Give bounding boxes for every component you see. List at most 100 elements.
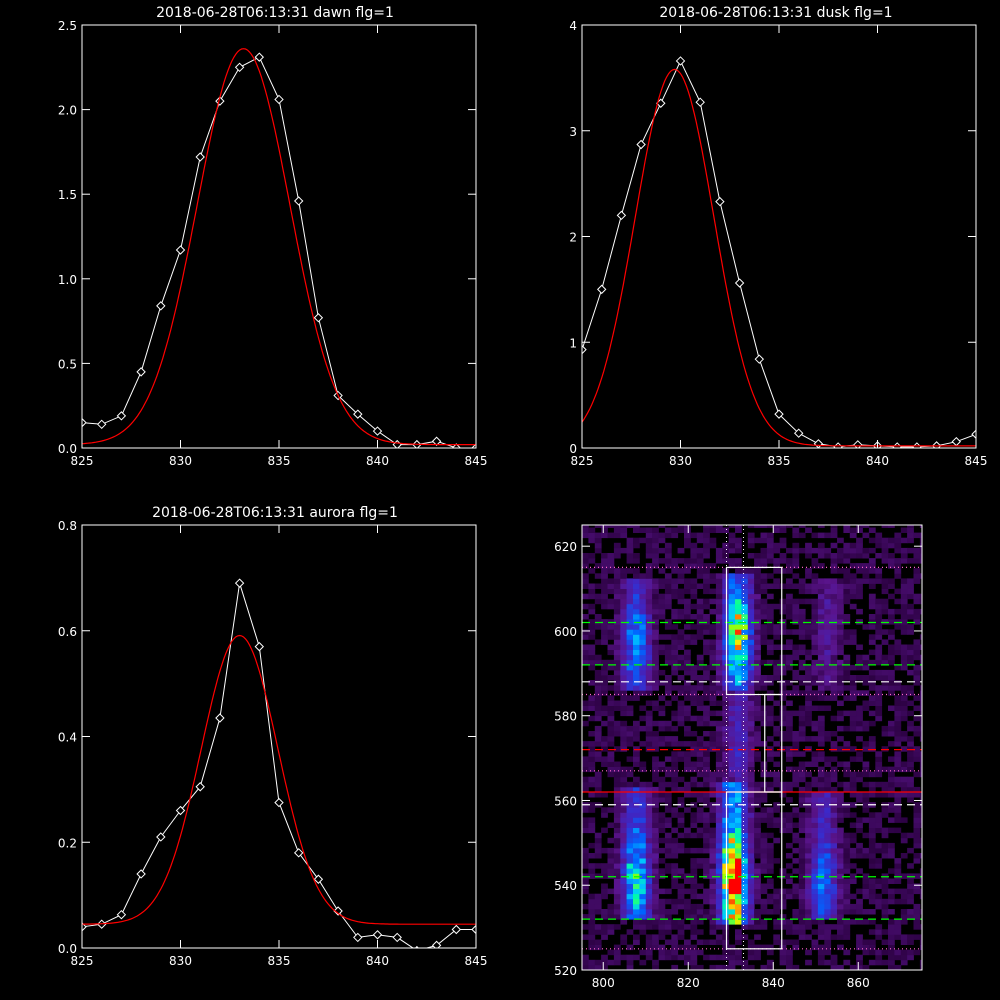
heatmap-cell [913, 664, 921, 671]
heatmap-cell [811, 547, 819, 554]
data-point [833, 442, 843, 448]
heatmap-cell [645, 797, 653, 803]
y-tick-label: 2.5 [58, 19, 77, 33]
heatmap-cell [811, 822, 819, 828]
heatmap-cell [875, 659, 883, 666]
heatmap-cell [613, 624, 621, 630]
heatmap-cell [779, 731, 787, 737]
heatmap-cell [639, 949, 647, 956]
heatmap-cell [613, 542, 621, 549]
heatmap-cell [588, 929, 596, 935]
heatmap-cell [620, 909, 628, 915]
heatmap-cell [843, 568, 851, 574]
heatmap-cell [594, 792, 602, 798]
heatmap-cell [805, 924, 812, 930]
heatmap-cell [817, 797, 825, 803]
heatmap-cell [824, 903, 832, 910]
heatmap-cell [626, 547, 634, 554]
heatmap-cell [862, 817, 870, 823]
heatmap-cell [760, 868, 768, 874]
heatmap-cell [805, 888, 812, 895]
heatmap-cell [907, 614, 914, 620]
heatmap-cell [862, 525, 870, 528]
heatmap-cell [830, 868, 838, 874]
heatmap-cell [894, 736, 902, 742]
heatmap-cell [824, 553, 832, 559]
heatmap-cell [747, 939, 755, 945]
heatmap-cell [684, 603, 691, 610]
heatmap-cell [837, 736, 844, 742]
heatmap-cell [868, 547, 876, 554]
heatmap-cell [888, 929, 895, 935]
heatmap-cell [792, 939, 800, 945]
heatmap-cell [837, 944, 844, 951]
x-tick-label: 840 [866, 454, 889, 468]
heatmap-cell [735, 939, 742, 945]
heatmap-cell [715, 725, 723, 732]
heatmap-cell [607, 705, 615, 711]
heatmap-cell [741, 705, 749, 711]
heatmap-cell [582, 583, 589, 589]
heatmap-cell [894, 924, 902, 930]
heatmap-cell [626, 675, 634, 681]
heatmap-cell [722, 832, 730, 839]
heatmap-cell [798, 525, 806, 528]
heatmap-cell [601, 883, 608, 889]
heatmap-cell [696, 603, 704, 610]
heatmap-cell [811, 736, 819, 742]
heatmap-cell [620, 914, 628, 920]
heatmap-cell [626, 619, 634, 625]
heatmap-cell [811, 827, 819, 834]
heatmap-cell [741, 873, 749, 879]
heatmap-cell [868, 537, 876, 544]
heatmap-cell [696, 573, 704, 579]
heatmap-cell [684, 664, 691, 671]
heatmap-cell [907, 685, 914, 691]
heatmap-cell [728, 776, 736, 783]
heatmap-cell [696, 863, 704, 869]
heatmap-cell [888, 649, 895, 656]
heatmap-cell [817, 654, 825, 661]
heatmap-cell [875, 608, 883, 615]
heatmap-cell [798, 547, 806, 554]
heatmap-cell [696, 675, 704, 681]
heatmap-cell [894, 644, 902, 650]
heatmap-cell [830, 893, 838, 900]
heatmap-cell [843, 761, 851, 767]
heatmap-cell [792, 909, 800, 915]
heatmap-cell [760, 578, 768, 584]
heatmap-cell [913, 578, 921, 584]
heatmap-cell [773, 731, 781, 737]
heatmap-cell [690, 919, 698, 925]
heatmap-cell [811, 888, 819, 895]
y-tick-label: 560 [554, 794, 577, 808]
heatmap-cell [664, 578, 672, 584]
heatmap-cell [792, 736, 800, 742]
heatmap-cell [620, 878, 628, 884]
heatmap-cell [792, 553, 800, 559]
heatmap-cell [875, 598, 883, 605]
data-line [82, 583, 476, 948]
heatmap-cell [754, 873, 761, 879]
heatmap-cell [677, 944, 685, 951]
heatmap-cell [728, 792, 736, 798]
heatmap-cell [690, 593, 698, 600]
heatmap-cell [645, 568, 653, 574]
heatmap-cell [601, 720, 608, 727]
heatmap-cell [709, 588, 717, 595]
heatmap-cell [798, 842, 806, 849]
heatmap-cell [913, 639, 921, 645]
heatmap-cell [830, 593, 838, 600]
heatmap-cell [919, 547, 922, 554]
heatmap-cell [843, 909, 851, 915]
heatmap-cell [613, 878, 621, 884]
plot-frame [581, 24, 977, 449]
heatmap-cell [913, 715, 921, 722]
heatmap-cell [633, 603, 640, 610]
heatmap-cell [652, 776, 659, 783]
heatmap-cell [715, 639, 723, 645]
heatmap-cell [633, 695, 640, 701]
heatmap-cell [696, 817, 704, 823]
heatmap-cell [913, 619, 921, 625]
heatmap-cell [633, 883, 640, 889]
